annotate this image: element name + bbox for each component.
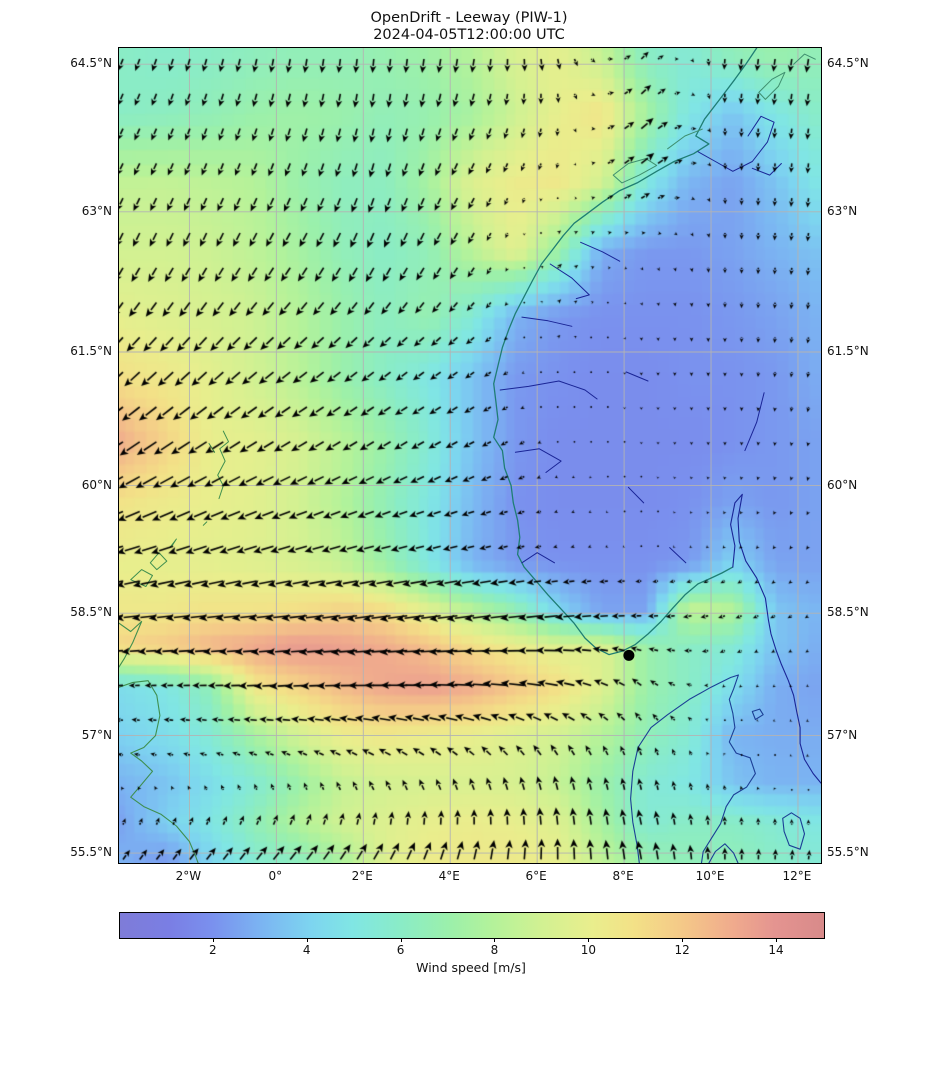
lat-tick-label-right: 55.5°N: [827, 845, 869, 860]
lat-tick-label-left: 60°N: [81, 477, 112, 492]
colorbar-tick: [306, 938, 308, 942]
colorbar-tick: [212, 938, 214, 942]
lat-tick-label-right: 63°N: [827, 203, 858, 218]
colorbar-tick-label: 4: [302, 943, 311, 957]
lat-tick-label-right: 64.5°N: [827, 56, 869, 71]
colorbar-label: Wind speed [m/s]: [416, 960, 526, 975]
lat-tick-label-left: 61.5°N: [70, 343, 112, 358]
lon-tick-label: 2°E: [351, 869, 373, 883]
lon-tick-label: 10°E: [695, 869, 725, 883]
lat-tick-label-left: 57°N: [81, 727, 112, 742]
colorbar-tick: [494, 938, 496, 942]
lon-tick-label: 12°E: [782, 869, 812, 883]
colorbar-tick-label: 8: [490, 943, 499, 957]
lon-tick-label: 4°E: [438, 869, 460, 883]
lon-tick-label: 8°E: [612, 869, 634, 883]
lat-tick-label-right: 60°N: [827, 477, 858, 492]
colorbar-tick-label: 10: [580, 943, 596, 957]
lat-tick-label-left: 58.5°N: [70, 605, 112, 620]
colorbar-tick: [400, 938, 402, 942]
lat-tick-label-right: 61.5°N: [827, 343, 869, 358]
lat-tick-label-left: 55.5°N: [70, 845, 112, 860]
lat-tick-label-left: 63°N: [81, 203, 112, 218]
colorbar-tick-label: 14: [768, 943, 784, 957]
lon-tick-label: 0°: [268, 869, 283, 883]
lon-tick-label: 2°W: [175, 869, 202, 883]
colorbar-tick-label: 12: [674, 943, 690, 957]
colorbar-tick-label: 6: [396, 943, 405, 957]
colorbar-tick: [776, 938, 778, 942]
plot-title: OpenDrift - Leeway (PIW-1): [370, 10, 568, 26]
map-area: [118, 47, 822, 864]
colorbar: [119, 912, 825, 939]
lat-tick-label-right: 57°N: [827, 727, 858, 742]
plot-subtitle: 2024-04-05T12:00:00 UTC: [373, 27, 565, 43]
wind-arrows-canvas: [119, 48, 821, 863]
colorbar-tick: [682, 938, 684, 942]
colorbar-tick: [588, 938, 590, 942]
lon-tick-label: 6°E: [525, 869, 547, 883]
colorbar-tick-label: 2: [209, 943, 217, 957]
lat-tick-label-right: 58.5°N: [827, 605, 869, 620]
lat-tick-label-left: 64.5°N: [70, 56, 112, 71]
